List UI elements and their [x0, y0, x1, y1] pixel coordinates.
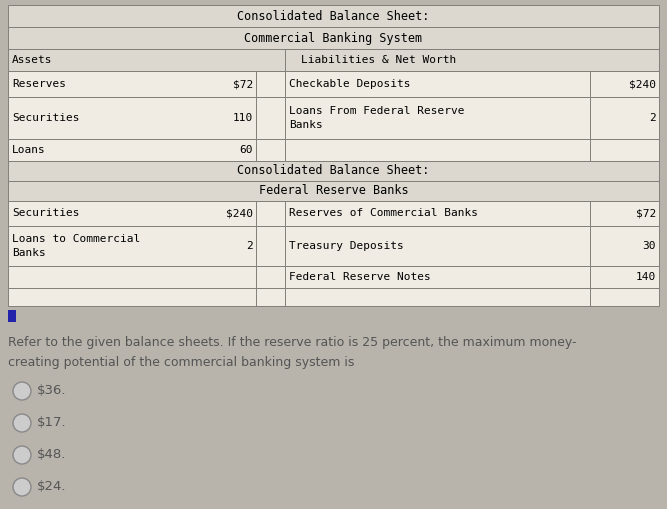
Text: $72: $72 — [233, 79, 253, 89]
Text: Banks: Banks — [12, 248, 46, 258]
Text: Loans From Federal Reserve: Loans From Federal Reserve — [289, 106, 464, 116]
Text: Reserves of Commercial Banks: Reserves of Commercial Banks — [289, 209, 478, 218]
Text: Federal Reserve Notes: Federal Reserve Notes — [289, 272, 431, 282]
Text: Securities: Securities — [12, 113, 79, 123]
Bar — [8, 139, 659, 161]
Bar — [8, 49, 659, 71]
Text: 2: 2 — [649, 113, 656, 123]
Bar — [8, 266, 659, 288]
Text: Assets: Assets — [12, 55, 53, 65]
Bar — [8, 288, 659, 306]
Circle shape — [13, 478, 31, 496]
Text: $36.: $36. — [37, 384, 67, 398]
Text: $24.: $24. — [37, 480, 67, 494]
Bar — [8, 310, 16, 322]
Text: Treasury Deposits: Treasury Deposits — [289, 241, 404, 251]
Bar — [8, 27, 659, 49]
Text: creating potential of the commercial banking system is: creating potential of the commercial ban… — [8, 356, 354, 369]
Circle shape — [13, 414, 31, 432]
Bar — [8, 181, 659, 201]
Bar — [8, 226, 659, 266]
Text: Liabilities & Net Worth: Liabilities & Net Worth — [301, 55, 456, 65]
Bar — [8, 161, 659, 181]
Bar — [8, 201, 659, 226]
Text: Loans: Loans — [12, 145, 46, 155]
Text: 2: 2 — [246, 241, 253, 251]
Text: Banks: Banks — [289, 120, 323, 130]
Bar — [8, 5, 659, 27]
Bar — [8, 97, 659, 139]
Text: Commercial Banking System: Commercial Banking System — [244, 32, 423, 44]
Text: 110: 110 — [233, 113, 253, 123]
Text: 60: 60 — [239, 145, 253, 155]
Text: Federal Reserve Banks: Federal Reserve Banks — [259, 184, 408, 197]
Text: Consolidated Balance Sheet:: Consolidated Balance Sheet: — [237, 164, 430, 178]
Text: 140: 140 — [636, 272, 656, 282]
Text: Securities: Securities — [12, 209, 79, 218]
Text: Reserves: Reserves — [12, 79, 66, 89]
Bar — [8, 71, 659, 97]
Text: Consolidated Balance Sheet:: Consolidated Balance Sheet: — [237, 10, 430, 22]
Circle shape — [13, 446, 31, 464]
Text: $72: $72 — [636, 209, 656, 218]
Text: Refer to the given balance sheets. If the reserve ratio is 25 percent, the maxim: Refer to the given balance sheets. If th… — [8, 336, 576, 349]
Text: Checkable Deposits: Checkable Deposits — [289, 79, 410, 89]
Text: $240: $240 — [226, 209, 253, 218]
Circle shape — [13, 382, 31, 400]
Text: Loans to Commercial: Loans to Commercial — [12, 234, 140, 244]
Text: $48.: $48. — [37, 448, 67, 462]
Text: 30: 30 — [642, 241, 656, 251]
Text: $17.: $17. — [37, 416, 67, 430]
Text: $240: $240 — [629, 79, 656, 89]
